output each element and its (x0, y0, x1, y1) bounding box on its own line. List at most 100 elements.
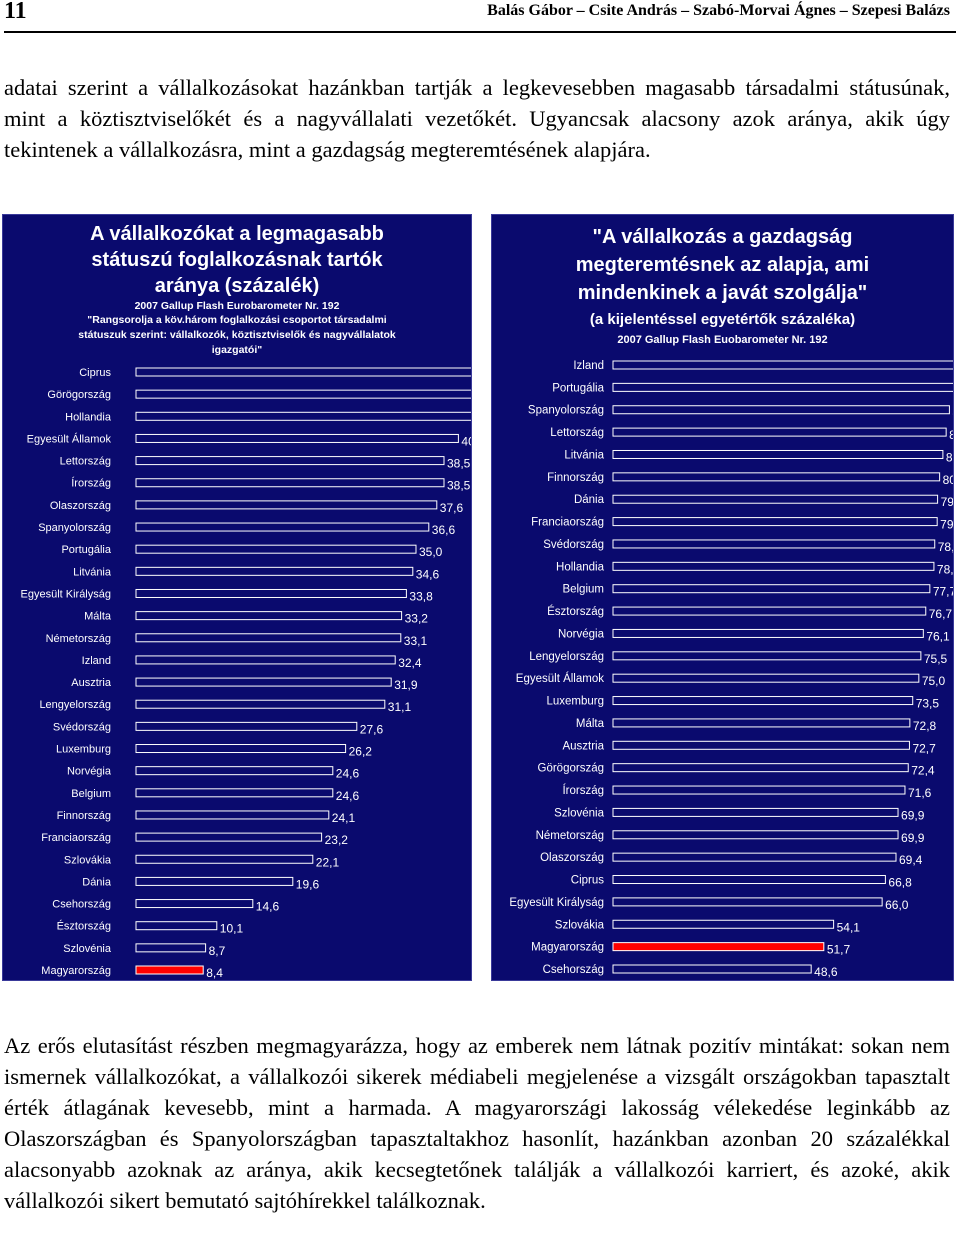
value-label: 24,1 (332, 811, 356, 825)
value-label: 31,9 (394, 678, 418, 692)
bar (135, 810, 330, 820)
bar (612, 382, 953, 392)
value-label: 33,8 (409, 589, 433, 603)
value-label: 32,4 (398, 656, 422, 670)
value-label: 38,5 (447, 479, 471, 493)
chart2-title: "A vállalkozás a gazdagság megteremtésne… (492, 223, 953, 307)
category-label: Csehország (543, 964, 604, 976)
value-label: 37,6 (440, 501, 464, 515)
chart1-note: "Rangsorolja a köv.három foglalkozási cs… (3, 313, 471, 358)
chart1-plot: Ciprus52,2Görögország48,2Hollandia43,3Eg… (21, 367, 471, 980)
running-authors: Balás Gábor – Csite András – Szabó-Morva… (487, 2, 950, 19)
category-label: Spanyolország (38, 522, 111, 534)
category-label: Norvégia (558, 628, 605, 640)
chart1-note-line: "Rangsorolja a köv.három foglalkozási cs… (87, 314, 387, 326)
value-label: 76,1 (926, 629, 950, 643)
bar (135, 677, 392, 687)
bar (135, 544, 417, 554)
category-label: Belgium (71, 788, 111, 800)
value-label: 33,1 (404, 634, 428, 648)
value-label: 34,6 (416, 567, 440, 581)
bar (612, 852, 897, 862)
bar (135, 611, 403, 621)
value-label: 24,6 (336, 789, 360, 803)
value-label: 14,6 (256, 900, 280, 914)
category-label: Egyesült Királyság (509, 897, 604, 909)
chart-wealth-creation: "A vállalkozás a gazdagság megteremtésne… (491, 214, 954, 981)
category-label: Svédország (53, 721, 111, 733)
category-label: Litvánia (564, 449, 604, 461)
bar (612, 740, 910, 750)
category-label: Németország (536, 830, 604, 842)
category-label: Egyesült Államok (27, 432, 112, 445)
value-label: 71,6 (908, 786, 932, 800)
bar (135, 411, 471, 421)
bar (135, 899, 254, 909)
bar (612, 472, 941, 482)
bar (612, 584, 931, 594)
bar (612, 763, 909, 773)
bar (135, 500, 438, 510)
bar (612, 875, 886, 885)
category-label: Szlovákia (555, 919, 605, 931)
category-label: Ausztria (562, 740, 604, 752)
bar (135, 854, 314, 864)
value-label: 77,7 (933, 585, 953, 599)
category-label: Lettország (550, 427, 604, 439)
value-label: 81,7 (949, 428, 953, 442)
category-label: Svédország (543, 539, 604, 551)
value-label: 66,8 (888, 876, 912, 890)
category-label: Spanyolország (528, 405, 604, 417)
category-label: Finnország (547, 472, 604, 484)
page-number: 11 (4, 0, 27, 24)
category-label: Belgium (562, 584, 604, 596)
bar (612, 696, 914, 706)
value-label: 66,0 (885, 898, 909, 912)
category-label: Magyarország (41, 965, 111, 977)
bar (135, 788, 334, 798)
bar (135, 522, 430, 532)
value-label: 22,1 (316, 855, 340, 869)
chart2-subtitle: (a kijelentéssel egyetértők százaléka) (589, 311, 856, 328)
value-label: 26,2 (349, 745, 373, 759)
category-label: Finnország (57, 810, 111, 822)
chart1-note-line: státuszuk szerint: vállalkozók, köztiszt… (78, 329, 396, 341)
value-label: 75,5 (924, 652, 948, 666)
bar (135, 832, 323, 842)
category-label: Lengyelország (529, 651, 604, 663)
category-label: Ausztria (71, 677, 112, 689)
chart2-title-line: "A vállalkozás a gazdagság (592, 226, 853, 248)
category-label: Luxemburg (56, 744, 111, 756)
category-label: Csehország (52, 899, 111, 911)
value-label: 69,4 (899, 853, 923, 867)
category-label: Franciaország (41, 832, 111, 844)
category-label: Izland (82, 655, 111, 667)
bar (135, 633, 402, 643)
category-label: Írország (71, 477, 111, 490)
bar (135, 699, 386, 709)
category-label: Írország (562, 784, 604, 797)
value-label: 73,5 (916, 697, 940, 711)
category-label: Franciaország (531, 517, 604, 529)
chart1-title: A vállalkozókat a legmagasabb státuszú f… (3, 221, 471, 299)
value-label: 51,7 (827, 943, 851, 957)
value-label: 48,6 (814, 965, 838, 979)
value-label: 33,2 (405, 612, 429, 626)
category-label: Észtország (57, 920, 111, 933)
bar (135, 367, 471, 377)
value-label: 10,1 (220, 922, 244, 936)
value-label: 31,1 (388, 700, 412, 714)
chart2-source: 2007 Gallup Flash Euobarometer Nr. 192 (617, 334, 828, 346)
category-label: Szlovénia (554, 807, 604, 819)
category-label: Portugália (552, 382, 604, 394)
bar (135, 721, 358, 731)
value-label: 69,9 (901, 831, 925, 845)
chart1-title-line: státuszú foglalkozásnak tartók (91, 249, 383, 271)
chart1-title-line: aránya (százalék) (154, 275, 320, 297)
value-label: 76,7 (929, 607, 953, 621)
category-label: Lettország (60, 456, 111, 468)
bar (135, 766, 334, 776)
value-label: 75,0 (922, 674, 946, 688)
bar (135, 566, 414, 576)
category-label: Görögország (538, 763, 604, 775)
